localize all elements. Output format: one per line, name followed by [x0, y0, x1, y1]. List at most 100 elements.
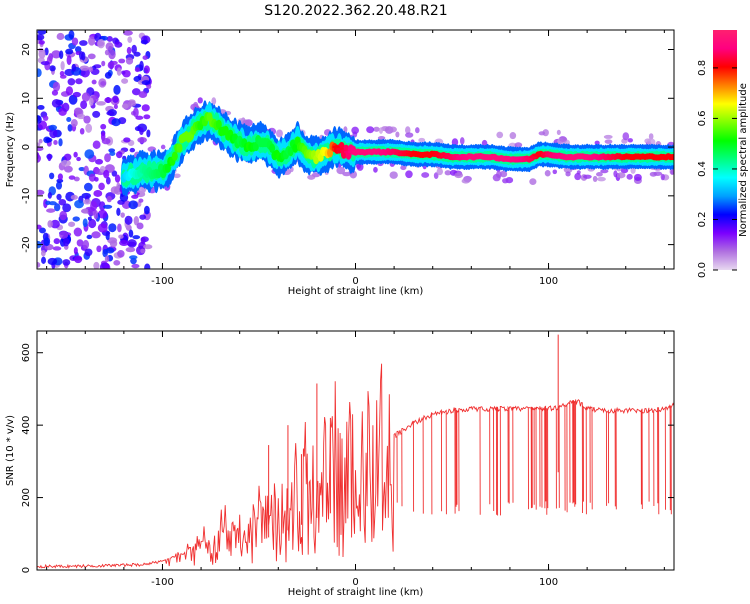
- noise-point: [88, 66, 94, 73]
- halo-point: [405, 132, 414, 138]
- noise-point: [139, 214, 147, 220]
- halo-point: [597, 176, 606, 182]
- noise-point: [131, 194, 139, 199]
- spectrogram-y-tick-label: 20: [21, 43, 32, 56]
- noise-point: [128, 200, 138, 210]
- noise-point: [47, 220, 53, 228]
- noise-point: [47, 257, 58, 266]
- colorbar-tick-label: 0.2: [697, 212, 708, 228]
- noise-point: [88, 36, 96, 46]
- noise-point: [139, 127, 144, 136]
- noise-point: [119, 239, 129, 246]
- ridge-mark: [176, 143, 183, 153]
- noise-point: [74, 199, 84, 209]
- halo-point: [583, 174, 592, 179]
- noise-point: [142, 55, 148, 60]
- colorbar-label: Normalized spectral amplitude: [738, 83, 749, 237]
- noise-point: [37, 189, 45, 196]
- noise-point: [104, 153, 111, 163]
- noise-point: [59, 230, 69, 239]
- noise-point: [56, 32, 65, 41]
- noise-point: [41, 256, 46, 264]
- ridge-mark: [171, 151, 178, 161]
- noise-point: [144, 205, 150, 215]
- noise-point: [82, 199, 92, 205]
- noise-point: [121, 103, 129, 109]
- noise-point: [64, 165, 73, 173]
- noise-point: [73, 227, 83, 237]
- noise-point: [123, 30, 133, 36]
- halo-point: [499, 170, 508, 178]
- halo-point: [197, 97, 203, 104]
- noise-point: [102, 248, 108, 258]
- noise-point: [131, 44, 137, 54]
- ridge-core: [336, 147, 345, 151]
- noise-point: [96, 101, 106, 106]
- halo-point: [405, 126, 411, 135]
- halo-point: [160, 144, 166, 150]
- ridge-core: [529, 155, 538, 159]
- spectrogram-x-tick-label: 100: [539, 276, 558, 287]
- halo-point: [454, 172, 464, 179]
- noise-point: [141, 104, 150, 112]
- snr-x-tick-label: 100: [539, 577, 558, 588]
- noise-point: [103, 169, 110, 179]
- halo-point: [276, 129, 283, 138]
- snr-y-axis-label: SNR (10 * v/v): [5, 415, 16, 486]
- snr-y-tick-label: 0: [21, 567, 32, 573]
- noise-point: [114, 41, 123, 48]
- noise-point: [37, 115, 42, 124]
- ridge-mark: [269, 143, 276, 154]
- noise-point: [73, 255, 83, 264]
- noise-point: [113, 84, 121, 95]
- noise-point: [55, 181, 63, 190]
- noise-point: [63, 153, 72, 161]
- noise-point: [52, 81, 61, 92]
- halo-point: [616, 172, 626, 179]
- noise-point: [138, 198, 144, 203]
- halo-point: [595, 172, 603, 177]
- noise-point: [103, 204, 113, 209]
- noise-point: [97, 223, 108, 233]
- noise-point: [45, 137, 53, 143]
- noise-point: [73, 151, 78, 158]
- noise-point: [116, 67, 122, 76]
- halo-point: [622, 132, 630, 141]
- noise-point: [94, 176, 99, 182]
- halo-point: [461, 178, 471, 184]
- noise-point: [81, 92, 91, 102]
- noise-point: [68, 175, 76, 180]
- noise-point: [48, 201, 57, 206]
- noise-point: [124, 215, 133, 225]
- noise-point: [58, 198, 67, 206]
- noise-point: [37, 142, 41, 147]
- chart-title: S120.2022.362.20.48.R21: [264, 3, 447, 19]
- snr-y-tick-label: 400: [21, 416, 32, 435]
- halo-point: [509, 132, 517, 140]
- halo-point: [626, 173, 633, 180]
- noise-point: [50, 219, 60, 229]
- halo-point: [544, 170, 551, 177]
- noise-point: [61, 159, 71, 167]
- noise-point: [91, 231, 101, 239]
- noise-point: [61, 102, 70, 112]
- noise-point: [83, 115, 91, 124]
- noise-point: [138, 91, 148, 99]
- noise-point: [43, 237, 51, 247]
- noise-point: [117, 249, 125, 258]
- halo-point: [552, 169, 558, 175]
- noise-point: [86, 234, 93, 240]
- noise-point: [143, 65, 150, 74]
- noise-point: [73, 176, 80, 182]
- noise-point: [62, 259, 71, 266]
- halo-point: [433, 172, 439, 179]
- noise-point: [109, 151, 116, 156]
- noise-point: [111, 118, 121, 127]
- noise-point: [58, 138, 63, 147]
- noise-point: [101, 137, 111, 145]
- noise-point: [84, 248, 93, 257]
- noise-point: [40, 61, 50, 66]
- noise-point: [62, 203, 72, 213]
- noise-point: [37, 224, 42, 230]
